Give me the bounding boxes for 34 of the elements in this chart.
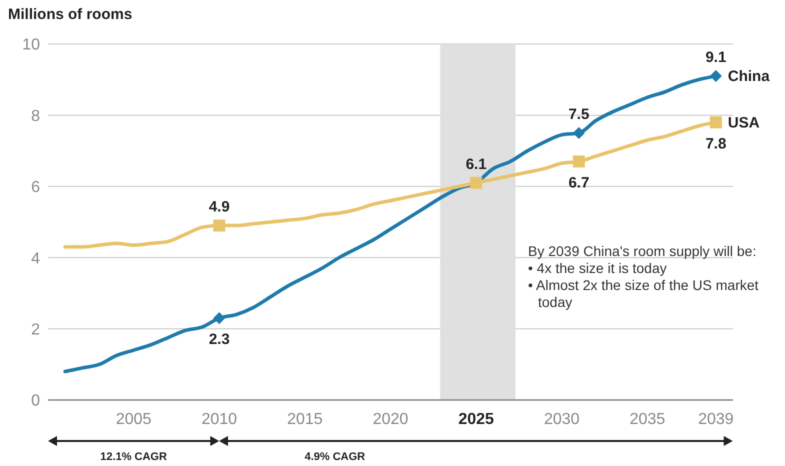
y-tick-label: 10 — [22, 36, 40, 54]
data-label: 7.8 — [705, 135, 726, 152]
x-tick-label: 2005 — [116, 411, 152, 428]
text: 12.1% CAGR — [99, 451, 168, 463]
y-tick-label: 0 — [31, 392, 40, 410]
y-tick-label: 2 — [31, 321, 40, 338]
point — [470, 176, 482, 189]
x-tick-label: 2025 — [458, 411, 494, 428]
point — [572, 127, 585, 139]
point — [710, 70, 722, 82]
x-tick-label: 2010 — [201, 411, 238, 428]
point — [710, 116, 722, 128]
point — [572, 155, 585, 168]
y-tick-label: 6 — [31, 179, 40, 196]
point — [213, 312, 226, 324]
x-tick-label: 2020 — [372, 411, 408, 428]
series-label: China — [728, 68, 770, 86]
y-tick-label: 8 — [31, 108, 40, 125]
x-tick-label: 2035 — [630, 411, 666, 428]
point — [213, 220, 226, 232]
data-label: 6.7 — [568, 174, 590, 192]
x-tick-label: 2039 — [698, 411, 734, 428]
text: 4.9% CAGR — [304, 451, 366, 463]
y-tick-label: 4 — [31, 250, 40, 268]
data-label: 9.1 — [705, 49, 726, 66]
x-tick-label: 2030 — [544, 411, 580, 428]
annotation: By 2039 China's room supply will be: • 4x the size it is today • Almost 2x the size of the US market today — [528, 243, 760, 311]
y-axis-title: Millions of rooms — [8, 6, 132, 23]
data-label: 4.9 — [208, 198, 230, 216]
x-tick-label: 2015 — [287, 411, 323, 428]
data-label: 7.5 — [568, 106, 590, 123]
series-label: USA — [728, 114, 760, 132]
data-label: 6.1 — [466, 156, 487, 173]
data-label: 2.3 — [208, 331, 230, 348]
